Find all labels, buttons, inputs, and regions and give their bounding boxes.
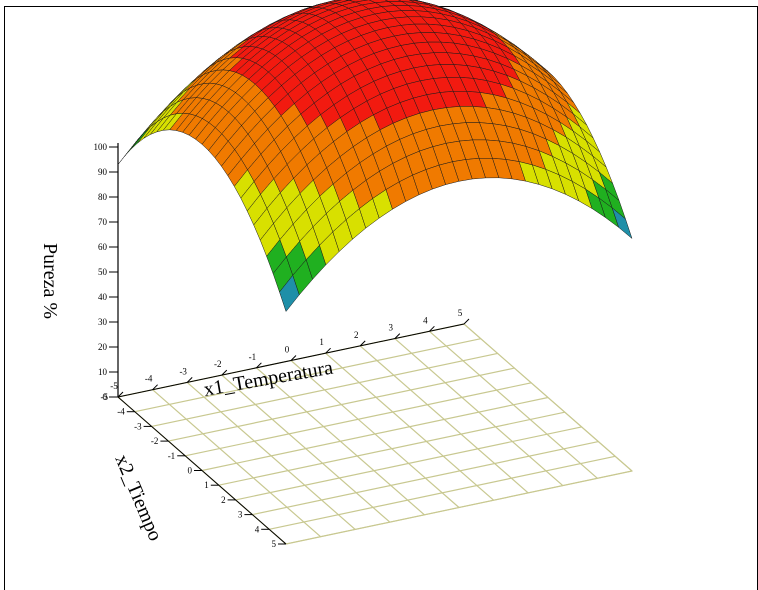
x-tick-mark (429, 325, 435, 332)
z-tick-label: 20 (98, 342, 108, 352)
x-tick-label: -3 (179, 366, 187, 376)
y-tick-label: 3 (238, 510, 243, 520)
floor-gridline (168, 367, 515, 442)
x-tick-mark (221, 369, 228, 376)
x-tick-mark (463, 318, 470, 325)
x-tick-label: 1 (319, 337, 324, 347)
z-tick-label: 90 (98, 167, 108, 177)
floor-gridline (134, 338, 481, 413)
floor-gridline (269, 455, 616, 530)
x-tick-mark (325, 347, 331, 354)
z-tick-label: 30 (98, 317, 108, 327)
y-tick-label: 0 (188, 466, 193, 476)
x-axis: -5 -4 -3 -2 -1 0 1 2 3 4 5 (110, 308, 470, 398)
y-axis-title: x2_Tiempo (110, 451, 166, 544)
floor-gridline (285, 470, 633, 545)
x-tick-label: -4 (145, 374, 153, 384)
z-tick-label: 0 (103, 392, 108, 402)
z-tick-label: 70 (98, 217, 108, 227)
y-tick-label: -4 (117, 407, 125, 417)
floor-gridline (151, 352, 498, 427)
y-tick-label: 5 (272, 539, 277, 549)
x-tick-label: 0 (285, 345, 290, 355)
z-axis-title: Pureza % (39, 243, 61, 319)
z-tick-label: 60 (98, 242, 108, 252)
y-tick-label: 4 (255, 524, 260, 534)
y-tick-label: -1 (168, 451, 176, 461)
x-tick-mark (152, 384, 158, 391)
x-tick-mark (256, 362, 262, 369)
floor-gridline (252, 441, 599, 516)
floor-gridline (235, 426, 582, 501)
z-tick-label: 40 (98, 292, 108, 302)
x-tick-label: -2 (214, 359, 222, 369)
floor-gridline (185, 382, 532, 457)
x-tick-mark (117, 391, 124, 398)
surface-patch (349, 0, 369, 3)
y-axis: -5 -4 -3 -2 -1 0 1 2 3 4 5 (101, 392, 287, 549)
floor-gridline (218, 411, 565, 486)
z-tick-label: 10 (98, 367, 108, 377)
surface-patch (322, 0, 343, 4)
x-tick-mark (290, 355, 297, 361)
z-tick-label: 80 (98, 192, 108, 202)
x-tick-label: 5 (458, 308, 463, 318)
surface-patch (611, 207, 633, 240)
z-tick-label: 50 (98, 267, 108, 277)
x-tick-label: -1 (249, 352, 257, 362)
floor-gridline (201, 396, 549, 472)
y-tick-label: 2 (221, 495, 226, 505)
x-tick-mark (186, 377, 193, 383)
x-tick-mark (394, 333, 401, 339)
x-tick-label: -5 (110, 381, 118, 391)
y-tick-label: 1 (204, 480, 209, 490)
x-tick-mark (359, 340, 366, 347)
x-tick-label: 3 (389, 323, 394, 333)
z-axis: 0 10 20 30 40 50 60 70 80 90 100 (94, 142, 119, 402)
x-tick-label: 4 (423, 315, 428, 325)
z-tick-label: 100 (94, 142, 108, 152)
y-tick-label: -5 (101, 392, 109, 402)
y-tick-label: -2 (151, 436, 159, 446)
y-tick-label: -3 (134, 421, 142, 431)
x-tick-label: 2 (354, 330, 359, 340)
floor-grid (116, 323, 634, 545)
surface (117, 0, 633, 313)
